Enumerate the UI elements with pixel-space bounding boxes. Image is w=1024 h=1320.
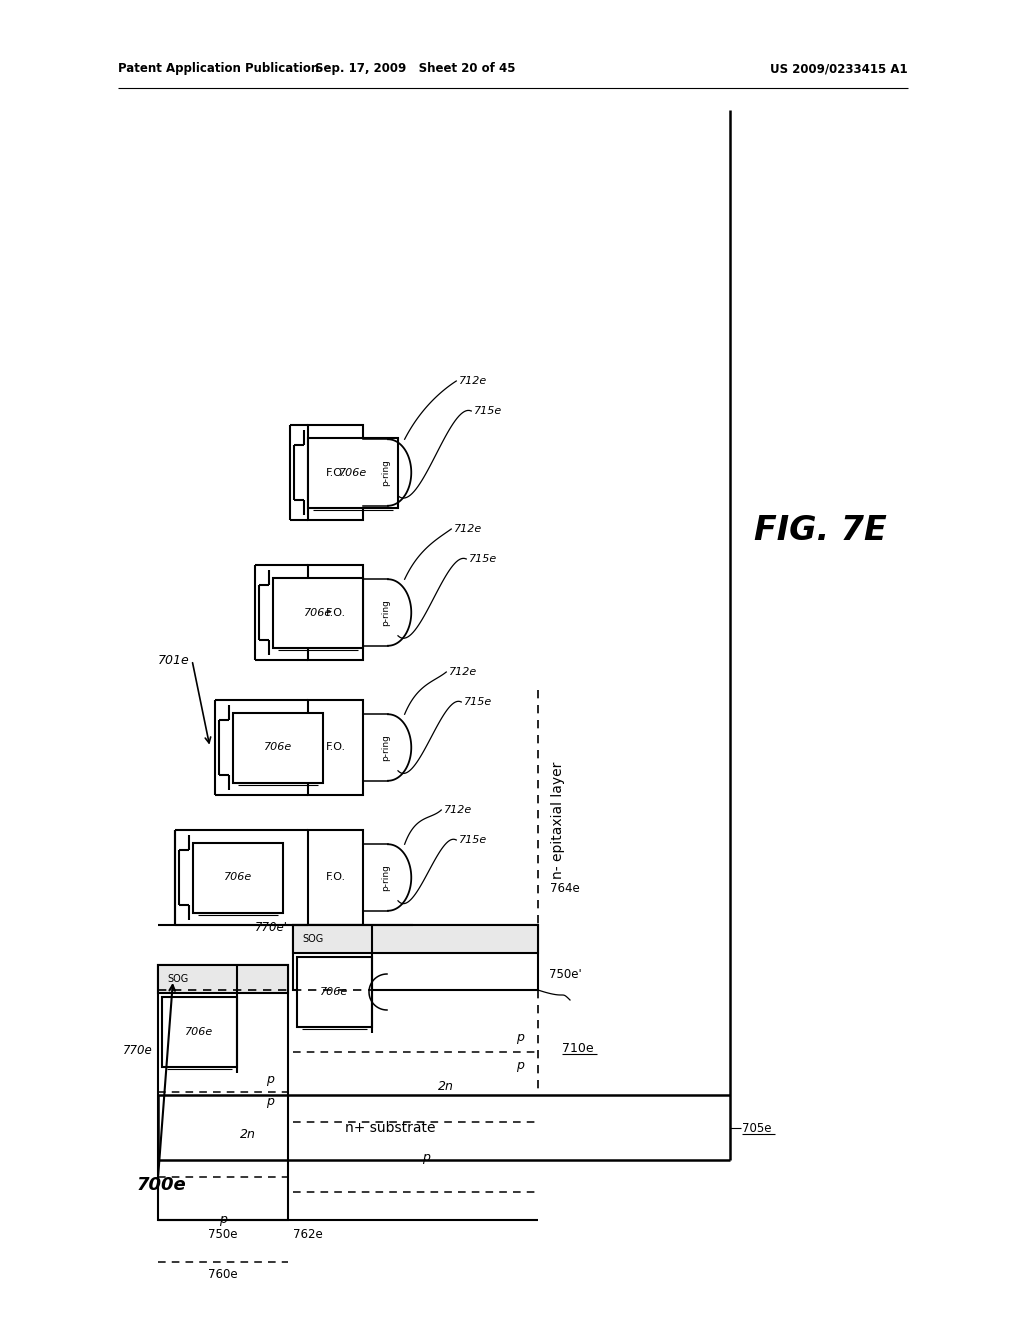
Bar <box>158 965 288 1220</box>
Text: F.O.: F.O. <box>326 742 345 752</box>
Bar <box>162 997 237 1067</box>
Text: 710e: 710e <box>562 1041 594 1055</box>
Bar <box>293 925 538 953</box>
Text: 750e: 750e <box>208 1229 238 1242</box>
Text: n- epitaxial layer: n- epitaxial layer <box>551 762 565 879</box>
Text: Patent Application Publication: Patent Application Publication <box>118 62 319 75</box>
Bar <box>293 925 538 990</box>
Text: 706e: 706e <box>224 873 252 883</box>
Text: 715e: 715e <box>460 836 487 845</box>
Text: 706e: 706e <box>304 607 332 618</box>
Text: 2n: 2n <box>240 1129 256 1140</box>
Bar <box>308 437 398 507</box>
Text: 712e: 712e <box>444 805 472 814</box>
Text: 764e: 764e <box>550 882 580 895</box>
Text: 715e: 715e <box>464 697 493 708</box>
Text: p-ring: p-ring <box>382 599 390 626</box>
Text: 2n: 2n <box>437 1081 454 1093</box>
Bar <box>158 965 288 993</box>
Bar <box>308 425 362 520</box>
Text: 706e: 706e <box>264 742 292 752</box>
Bar <box>308 700 362 795</box>
Text: p: p <box>219 1213 227 1226</box>
Text: 712e: 712e <box>460 376 487 385</box>
Text: 712e: 712e <box>455 524 482 535</box>
Text: p: p <box>516 1031 524 1044</box>
Bar <box>193 842 283 912</box>
Text: F.O.: F.O. <box>326 467 345 478</box>
Text: US 2009/0233415 A1: US 2009/0233415 A1 <box>770 62 908 75</box>
Text: p-ring: p-ring <box>382 459 390 486</box>
Text: p: p <box>266 1096 274 1109</box>
Text: 700e: 700e <box>137 1176 186 1195</box>
Text: p: p <box>516 1059 524 1072</box>
Text: p-ring: p-ring <box>382 734 390 760</box>
Text: 715e: 715e <box>469 554 498 564</box>
Text: 706e: 706e <box>321 987 348 997</box>
Bar <box>308 830 362 925</box>
Text: 770e': 770e' <box>255 921 288 935</box>
Text: 706e: 706e <box>185 1027 214 1038</box>
Text: FIG. 7E: FIG. 7E <box>754 513 887 546</box>
Bar <box>233 713 323 783</box>
Text: 706e: 706e <box>339 467 368 478</box>
Text: n+ substrate: n+ substrate <box>345 1121 435 1134</box>
Text: 770e: 770e <box>123 1044 153 1056</box>
Text: 750e': 750e' <box>549 969 582 982</box>
Text: Sep. 17, 2009   Sheet 20 of 45: Sep. 17, 2009 Sheet 20 of 45 <box>314 62 515 75</box>
Text: 701e: 701e <box>159 653 190 667</box>
Text: 705e: 705e <box>742 1122 771 1134</box>
Text: F.O.: F.O. <box>326 607 345 618</box>
Text: 715e: 715e <box>474 407 503 416</box>
Bar <box>308 565 362 660</box>
Text: p: p <box>422 1151 429 1163</box>
Text: 712e: 712e <box>450 667 477 677</box>
Text: SOG: SOG <box>167 974 188 983</box>
Text: 762e: 762e <box>293 1229 323 1242</box>
Text: SOG: SOG <box>302 935 324 944</box>
Text: 760e: 760e <box>208 1269 238 1282</box>
Text: p: p <box>266 1073 274 1086</box>
Bar <box>297 957 372 1027</box>
Text: F.O.: F.O. <box>326 873 345 883</box>
Bar <box>273 578 362 648</box>
Text: p-ring: p-ring <box>382 865 390 891</box>
